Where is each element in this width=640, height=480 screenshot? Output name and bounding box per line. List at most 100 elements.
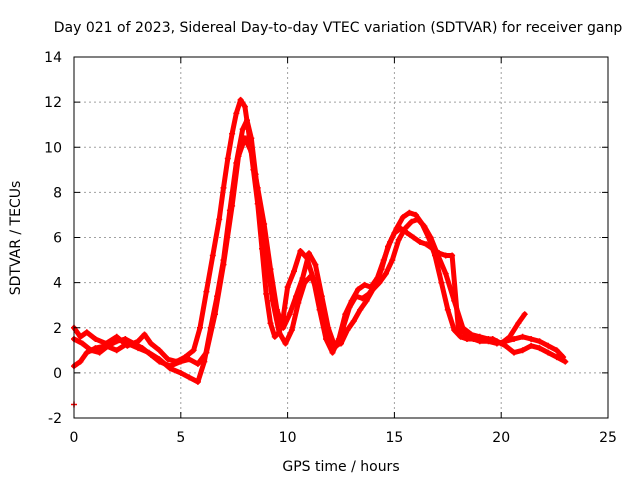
data-point bbox=[293, 293, 300, 300]
data-point bbox=[353, 293, 359, 300]
data-point bbox=[363, 297, 370, 304]
data-point bbox=[280, 324, 287, 331]
data-point bbox=[506, 333, 513, 340]
data-point bbox=[402, 225, 409, 232]
data-point bbox=[254, 184, 261, 191]
data-point bbox=[511, 336, 517, 342]
data-point bbox=[434, 250, 441, 257]
data-point bbox=[267, 320, 274, 327]
data-point bbox=[528, 342, 535, 349]
data-point bbox=[209, 252, 216, 259]
gridlines bbox=[74, 57, 608, 418]
data-point bbox=[399, 214, 406, 221]
data-point bbox=[92, 336, 99, 342]
data-point bbox=[177, 358, 184, 365]
x-tick-label: 0 bbox=[70, 430, 79, 446]
data-point bbox=[177, 369, 184, 376]
data-point bbox=[325, 324, 332, 331]
data-point bbox=[421, 223, 428, 230]
data-point bbox=[438, 279, 445, 286]
data-point bbox=[414, 216, 421, 223]
data-point bbox=[476, 333, 483, 340]
data-point bbox=[553, 354, 560, 361]
data-point bbox=[519, 333, 526, 340]
data-point bbox=[459, 324, 466, 331]
data-point bbox=[239, 126, 246, 133]
data-point bbox=[350, 318, 357, 324]
data-point bbox=[515, 320, 522, 327]
data-point bbox=[212, 311, 218, 318]
data-point bbox=[329, 349, 336, 356]
data-point bbox=[156, 358, 163, 365]
data-point bbox=[536, 345, 543, 352]
axis-ticks: 0 5 10 15 20 25 -2 0 2 4 6 8 10 12 14 bbox=[44, 50, 617, 446]
data-point bbox=[442, 252, 449, 259]
data-point bbox=[165, 356, 171, 363]
data-point bbox=[83, 349, 90, 356]
data-point bbox=[391, 230, 398, 236]
data-point bbox=[457, 333, 464, 340]
y-tick-label: 2 bbox=[53, 321, 62, 337]
data-point bbox=[357, 306, 364, 313]
data-point bbox=[77, 358, 84, 365]
data-point bbox=[519, 347, 526, 354]
data-point bbox=[562, 358, 569, 365]
data-point bbox=[545, 349, 552, 356]
data-point bbox=[340, 324, 347, 331]
data-point bbox=[105, 342, 112, 349]
data-point bbox=[331, 342, 338, 349]
data-point bbox=[284, 284, 291, 291]
y-tick-label: 10 bbox=[44, 140, 62, 156]
data-point bbox=[528, 336, 535, 342]
data-point bbox=[96, 349, 103, 356]
data-point bbox=[233, 110, 240, 117]
y-tick-label: 14 bbox=[44, 50, 62, 66]
series-trace bbox=[71, 97, 566, 365]
data-point bbox=[267, 266, 274, 273]
data-point bbox=[536, 338, 543, 345]
data-point bbox=[190, 347, 197, 354]
data-point bbox=[113, 347, 120, 354]
data-point bbox=[113, 338, 120, 345]
y-tick-label: -2 bbox=[48, 411, 62, 427]
data-point bbox=[511, 349, 517, 356]
data-point bbox=[139, 345, 146, 352]
data-point bbox=[376, 279, 383, 286]
data-point bbox=[288, 327, 295, 333]
data-point bbox=[229, 202, 236, 209]
data-point bbox=[485, 336, 492, 342]
data-point bbox=[88, 347, 95, 354]
data-point bbox=[355, 286, 362, 293]
data-point bbox=[378, 266, 385, 273]
data-point bbox=[224, 155, 231, 162]
data-point bbox=[451, 297, 458, 304]
data-point bbox=[130, 340, 137, 347]
data-point bbox=[502, 342, 509, 349]
data-point bbox=[346, 304, 353, 311]
data-point bbox=[167, 363, 174, 370]
y-tick-label: 8 bbox=[53, 185, 62, 201]
data-point bbox=[521, 311, 528, 318]
data-point bbox=[455, 327, 462, 333]
data-point bbox=[361, 281, 368, 288]
data-point bbox=[203, 349, 210, 356]
data-point bbox=[122, 336, 129, 342]
data-point bbox=[417, 239, 423, 245]
data-point bbox=[220, 261, 227, 268]
data-point bbox=[410, 234, 417, 241]
data-point bbox=[244, 117, 250, 124]
data-point bbox=[248, 148, 255, 155]
data-point bbox=[235, 153, 242, 160]
data-point bbox=[359, 295, 366, 302]
data-point bbox=[271, 333, 278, 340]
data-point bbox=[468, 331, 475, 338]
series-track-3 bbox=[71, 135, 569, 370]
data-point bbox=[344, 327, 351, 333]
data-point bbox=[248, 135, 255, 142]
y-tick-label: 12 bbox=[44, 95, 62, 111]
data-point bbox=[406, 209, 413, 216]
data-point bbox=[147, 351, 154, 358]
data-point bbox=[237, 96, 244, 103]
data-point bbox=[382, 270, 389, 277]
